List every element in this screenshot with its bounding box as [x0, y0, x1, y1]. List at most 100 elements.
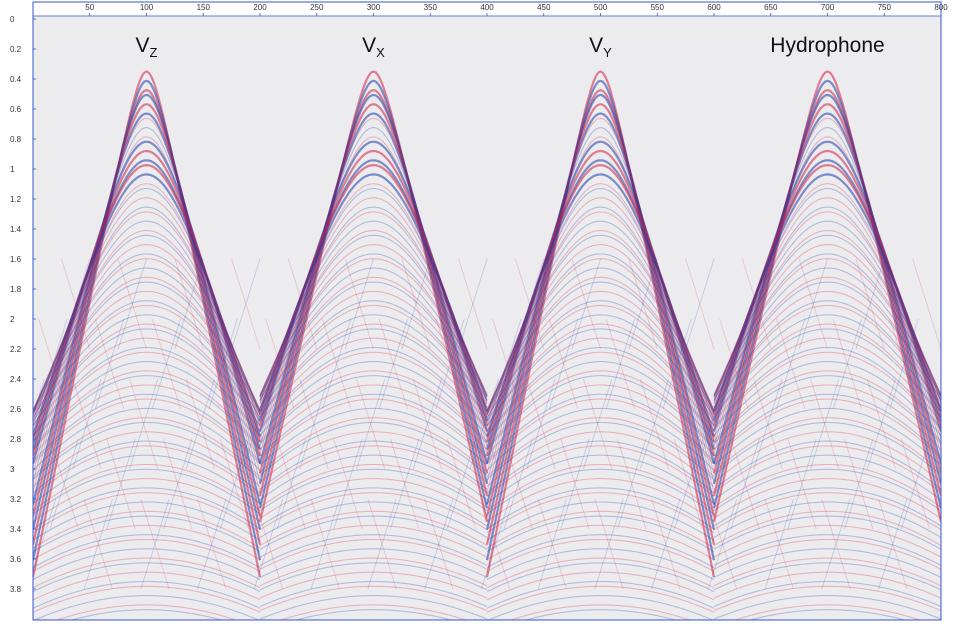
seismic-event — [33, 290, 261, 416]
seismic-noise — [367, 498, 397, 590]
seismic-event — [486, 234, 715, 412]
seismic-event — [713, 300, 941, 408]
seismic-event — [33, 463, 261, 512]
seismic-noise — [651, 498, 681, 590]
seismic-event — [33, 206, 261, 421]
seismic-noise — [401, 258, 431, 350]
seismic-event — [486, 276, 715, 414]
seismic-event — [712, 88, 941, 497]
seismic-event — [713, 501, 941, 538]
seismic-noise — [242, 378, 272, 470]
seismic-noise — [628, 258, 658, 350]
seismic-noise — [435, 318, 465, 410]
seismic-noise — [707, 498, 738, 590]
seismic-event — [486, 384, 715, 456]
seismic-noise — [333, 438, 363, 530]
seismic-noise — [140, 498, 170, 590]
seismic-noise — [310, 498, 340, 590]
seismic-event — [713, 431, 941, 483]
seismic-event — [259, 562, 488, 591]
seismic-event — [33, 314, 261, 422]
seismic-event — [33, 585, 261, 613]
seismic-event — [33, 524, 261, 561]
y-tick-label: 2.2 — [10, 345, 22, 354]
seismic-event — [259, 300, 488, 408]
seismic-event — [259, 407, 488, 466]
seismic-noise — [469, 378, 499, 470]
seismic-noise — [514, 258, 545, 350]
panel-label: VZ — [136, 34, 158, 60]
seismic-noise — [106, 438, 136, 530]
seismic-event — [486, 211, 715, 417]
x-tick-label: 150 — [197, 3, 211, 12]
seismic-event — [486, 197, 715, 424]
seismic-event — [486, 314, 715, 422]
seismic-event — [713, 253, 941, 398]
x-tick-label: 800 — [934, 3, 948, 12]
seismic-event — [259, 580, 488, 608]
y-tick-label: 0.6 — [10, 105, 22, 114]
seismic-noise — [321, 318, 352, 410]
seismic-event — [33, 267, 261, 412]
panel-label: VY — [589, 34, 612, 60]
seismic-noise — [276, 438, 306, 530]
seismic-event — [485, 93, 716, 530]
seismic-event — [712, 70, 941, 522]
seismic-event — [259, 478, 488, 519]
seismic-event — [33, 492, 261, 534]
seismic-event — [486, 351, 715, 438]
seismic-noise — [219, 438, 250, 530]
seismic-event — [33, 580, 261, 609]
seismic-noise — [265, 318, 295, 410]
seismic-noise — [424, 498, 454, 590]
seismic-noise — [775, 318, 806, 410]
seismic-event — [713, 571, 941, 599]
seismic-event — [33, 398, 261, 465]
seismic-noise — [741, 258, 772, 350]
seismic-event — [259, 229, 488, 397]
seismic-event — [713, 538, 941, 570]
seismic-event — [713, 548, 941, 578]
plot-frame — [32, 1, 942, 621]
seismic-event — [713, 117, 941, 455]
seismic-noise — [49, 438, 79, 530]
seismic-event — [259, 421, 488, 476]
x-tick-label: 550 — [651, 3, 665, 12]
seismic-event — [713, 515, 941, 550]
seismic-event — [523, 609, 678, 620]
seismic-noise — [753, 378, 783, 470]
seismic-event — [486, 117, 715, 493]
seismic-noise — [412, 378, 443, 470]
seismic-event — [485, 88, 716, 545]
seismic-noise — [197, 498, 227, 590]
seismic-noise — [764, 498, 794, 590]
seismic-noise — [253, 498, 284, 590]
seismic-noise — [185, 378, 216, 470]
seismic-event — [33, 510, 261, 549]
seismic-event — [486, 524, 715, 561]
seismic-noise — [49, 438, 79, 530]
seismic-event — [713, 510, 941, 546]
seismic-event — [259, 501, 488, 538]
seismic-event — [259, 351, 488, 431]
seismic-noise — [33, 498, 57, 573]
x-tick-label: 650 — [764, 3, 778, 12]
seismic-noise — [492, 318, 522, 410]
seismic-noise — [673, 438, 704, 530]
seismic-noise — [174, 258, 204, 350]
seismic-event — [33, 468, 261, 515]
x-tick-label: 200 — [253, 3, 267, 12]
seismic-event — [259, 197, 488, 402]
seismic-noise — [185, 378, 216, 470]
seismic-event — [486, 538, 715, 572]
seismic-event — [33, 337, 261, 432]
seismic-event — [486, 375, 715, 451]
seismic-event — [486, 580, 715, 609]
seismic-event — [713, 454, 941, 501]
seismic-noise — [775, 318, 806, 410]
seismic-event — [33, 501, 261, 541]
seismic-event — [33, 93, 262, 530]
seismic-noise — [934, 498, 941, 519]
seismic-noise — [287, 258, 318, 350]
seismic-noise — [787, 438, 817, 530]
